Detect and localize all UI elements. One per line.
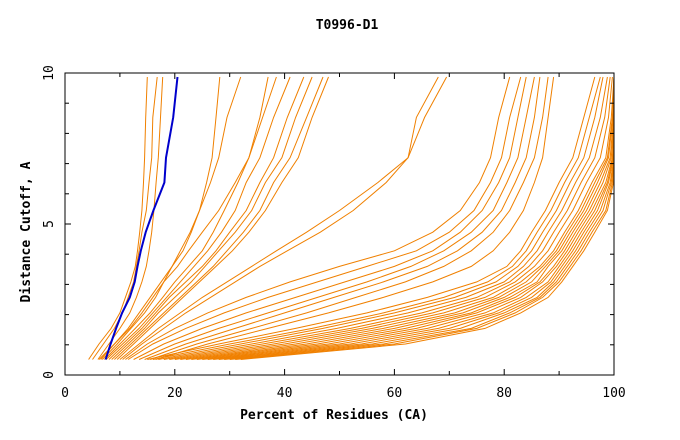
series-line-14	[122, 76, 439, 360]
series-line-17	[133, 76, 527, 360]
series-layer	[88, 76, 615, 360]
series-line-35	[218, 77, 615, 360]
series-line-15	[125, 76, 511, 360]
series-line-4	[100, 76, 221, 360]
x-tick-label-100: 100	[602, 386, 625, 401]
x-tick-label-60: 60	[387, 386, 403, 401]
series-line-36	[224, 77, 615, 360]
series-line-7	[105, 76, 291, 360]
series-line-20	[149, 76, 549, 360]
series-line-9	[111, 76, 313, 360]
series-line-22	[147, 76, 596, 360]
series-line-34	[213, 77, 615, 360]
plot-frame	[64, 72, 615, 376]
series-line-13	[119, 76, 448, 360]
series-line-30	[191, 76, 615, 360]
y-axis-label: Distance Cutoff, A	[19, 161, 34, 302]
series-line-6	[104, 76, 277, 360]
series-line-8	[108, 76, 305, 360]
series-line-19	[144, 76, 541, 360]
series-line-3	[97, 76, 164, 360]
series-line-11	[116, 76, 329, 360]
series-line-21	[155, 76, 555, 360]
series-line-24	[158, 76, 604, 360]
chart-title: T0996-D1	[316, 18, 379, 33]
series-line-1	[92, 76, 158, 360]
highlight-series-line	[104, 76, 179, 360]
x-tick-label-0: 0	[61, 386, 69, 401]
y-tick-label-10: 10	[42, 65, 57, 81]
series-line-29	[185, 76, 615, 360]
series-line-2	[88, 76, 148, 360]
series-line-31	[196, 76, 615, 360]
series-line-18	[138, 76, 535, 360]
series-line-16	[127, 76, 522, 360]
series-line-23	[152, 76, 601, 360]
series-line-5	[101, 76, 242, 360]
series-line-25	[163, 76, 608, 360]
series-line-33	[207, 77, 615, 360]
series-line-10	[114, 76, 324, 360]
series-line-39	[240, 77, 615, 360]
x-tick-label-20: 20	[167, 386, 183, 401]
series-line-26	[169, 76, 611, 360]
series-line-27	[174, 76, 613, 360]
x-tick-label-80: 80	[496, 386, 512, 401]
x-axis-label: Percent of Residues (CA)	[240, 408, 428, 423]
y-tick-label-5: 5	[42, 220, 57, 228]
x-tick-label-40: 40	[277, 386, 293, 401]
ticks-layer: 0 20 40 60 80 100 0 5 10	[42, 65, 626, 401]
series-line-12	[98, 76, 269, 360]
series-line-28	[180, 76, 615, 360]
series-line-32	[202, 77, 615, 360]
y-tick-label-0: 0	[42, 371, 57, 379]
